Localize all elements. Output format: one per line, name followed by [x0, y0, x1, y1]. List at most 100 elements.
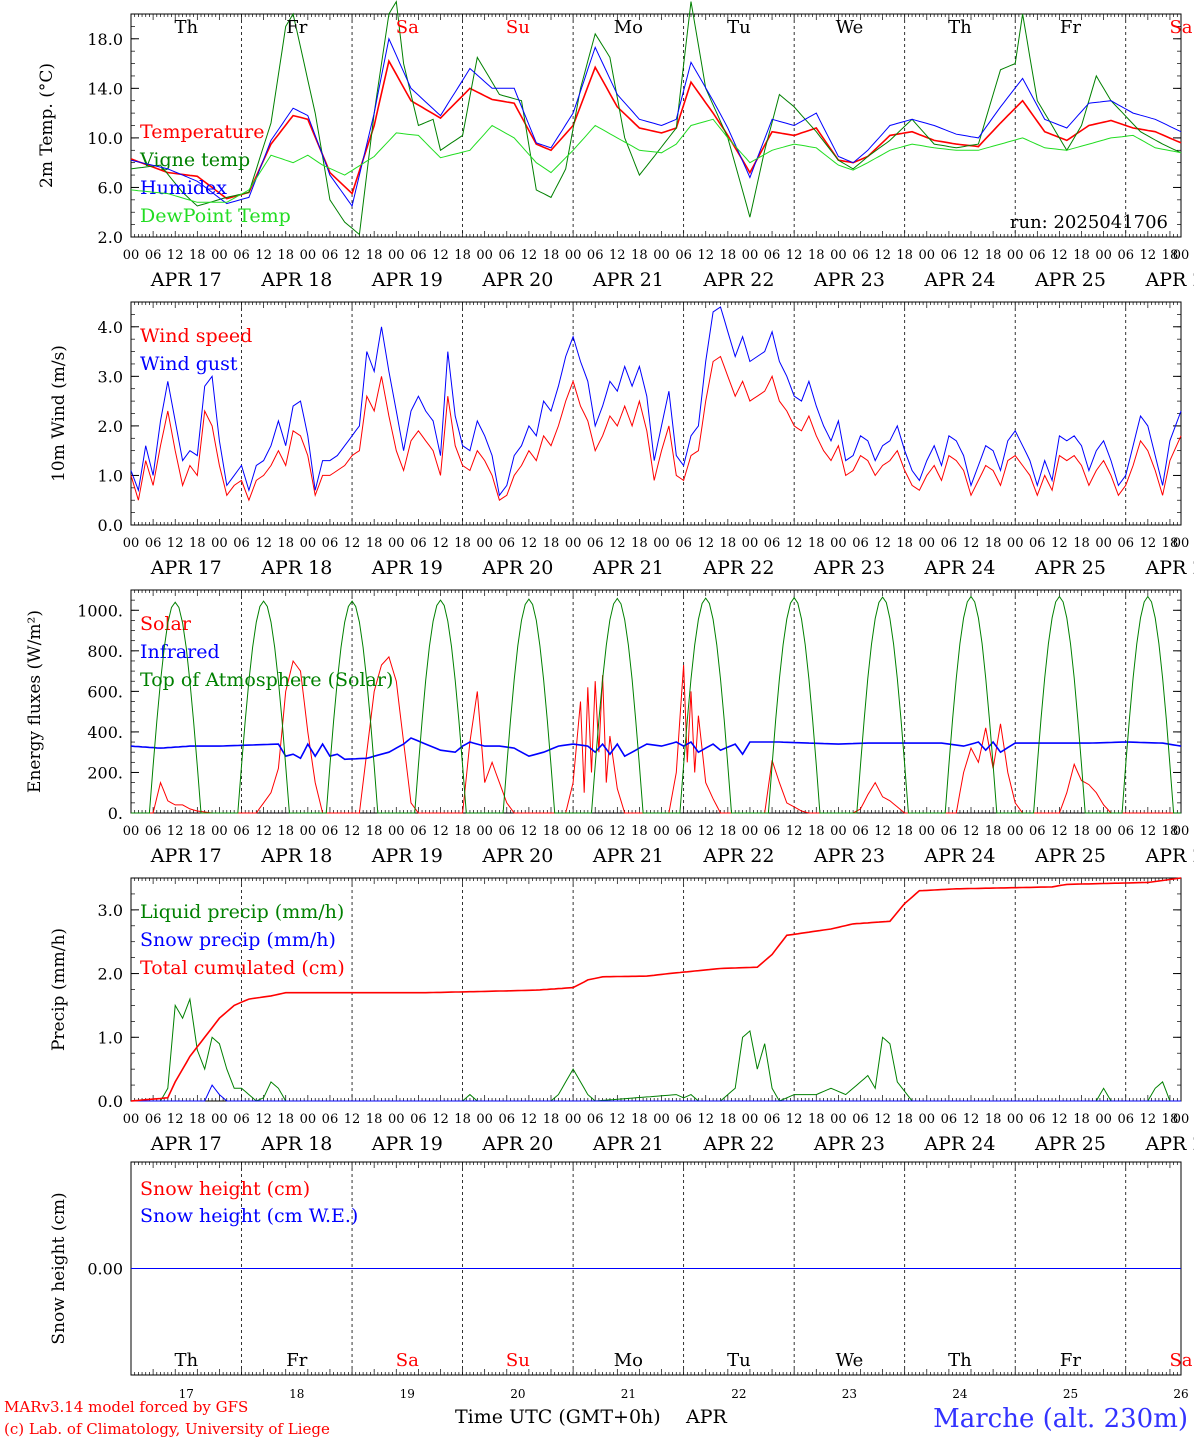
hour-label: 12: [1140, 824, 1157, 839]
hour-label: 12: [963, 1112, 980, 1127]
legend-entry: Liquid precip (mm/h): [140, 901, 344, 923]
hour-label: 06: [764, 248, 781, 263]
hour-label: 00: [211, 824, 228, 839]
weekday-label: Mo: [614, 1350, 643, 1371]
y-tick-label: 600.: [87, 682, 123, 701]
y-tick-label: 6.0: [98, 178, 123, 197]
hour-label: 00: [919, 1112, 936, 1127]
hour-label: 00: [1173, 824, 1190, 839]
weekday-label: We: [836, 17, 864, 38]
hour-label: 12: [1140, 536, 1157, 551]
date-label: APR 25: [1034, 845, 1106, 867]
hour-label: 06: [499, 824, 516, 839]
hour-label: 06: [145, 1112, 162, 1127]
series-line-liquid-precip-mm-h-: [131, 997, 1181, 1102]
hour-label: 18: [189, 1112, 206, 1127]
hour-label: 06: [587, 248, 604, 263]
hour-label: 12: [1051, 536, 1068, 551]
hour-label: 00: [830, 824, 847, 839]
hour-label: 00: [211, 1112, 228, 1127]
date-label: APR 23: [813, 1133, 885, 1155]
weekday-label: We: [836, 1350, 864, 1371]
hour-label: 06: [941, 248, 958, 263]
hour-label: 18: [189, 248, 206, 263]
day-number-label: 23: [842, 1387, 857, 1401]
date-label: APR 25: [1034, 269, 1106, 291]
date-label: APR 18: [260, 557, 332, 579]
hour-label: 18: [631, 536, 648, 551]
hour-label: 18: [366, 248, 383, 263]
legend-entry: Top of Atmosphere (Solar): [140, 669, 393, 691]
hour-label: 06: [499, 536, 516, 551]
y-tick-label: 2.0: [98, 965, 123, 984]
hour-label: 00: [919, 824, 936, 839]
legend-entry: Solar: [140, 613, 192, 635]
hour-label: 18: [366, 824, 383, 839]
hour-label: 06: [1029, 824, 1046, 839]
hour-label: 00: [565, 1112, 582, 1127]
hour-label: 06: [587, 536, 604, 551]
hour-label: 12: [963, 824, 980, 839]
hour-label: 12: [609, 536, 626, 551]
hour-label: 12: [874, 824, 891, 839]
hour-label: 18: [366, 536, 383, 551]
hour-label: 06: [233, 1112, 250, 1127]
hour-label: 12: [432, 536, 449, 551]
date-label: APR 19: [371, 269, 443, 291]
hour-label: 12: [1140, 248, 1157, 263]
hour-label: 18: [720, 1112, 737, 1127]
hour-label: 06: [1029, 248, 1046, 263]
hour-label: 18: [720, 536, 737, 551]
time-axis-title: Time UTC (GMT+0h): [455, 1406, 661, 1428]
hour-label: 18: [543, 248, 560, 263]
hour-label: 18: [277, 1112, 294, 1127]
y-tick-label: 400.: [87, 723, 123, 742]
weekday-label: Th: [948, 1350, 972, 1371]
hour-label: 00: [742, 824, 759, 839]
hour-label: 18: [808, 248, 825, 263]
hour-label: 12: [432, 248, 449, 263]
date-label: APR 17: [150, 269, 222, 291]
hour-label: 18: [1073, 248, 1090, 263]
weekday-label: Fr: [286, 17, 307, 38]
hour-label: 06: [1117, 1112, 1134, 1127]
hour-label: 18: [896, 1112, 913, 1127]
hour-label: 00: [742, 248, 759, 263]
hour-label: 00: [1173, 1112, 1190, 1127]
date-label: APR 18: [260, 1133, 332, 1155]
hour-label: 18: [985, 536, 1002, 551]
hour-label: 12: [521, 248, 538, 263]
hour-label: 12: [697, 248, 714, 263]
hour-label: 12: [874, 248, 891, 263]
hour-label: 06: [410, 536, 427, 551]
weekday-label: Su: [506, 17, 530, 38]
day-number-label: 26: [1173, 1387, 1188, 1401]
legend-entry: Vigne temp: [139, 149, 250, 171]
series-line-top-of-atmosphere-solar-: [131, 595, 1181, 814]
hour-label: 06: [675, 248, 692, 263]
hour-label: 00: [1007, 248, 1024, 263]
hour-label: 00: [830, 1112, 847, 1127]
hour-label: 00: [742, 536, 759, 551]
legend-entry: Humidex: [140, 177, 227, 199]
hour-label: 18: [277, 536, 294, 551]
weekday-label: Tu: [727, 1350, 751, 1371]
day-number-label: 17: [179, 1387, 194, 1401]
hour-label: 06: [1117, 536, 1134, 551]
y-tick-label: 1.0: [98, 1028, 123, 1047]
date-label: APR 23: [813, 557, 885, 579]
y-tick-label: 3.0: [98, 367, 123, 386]
hour-label: 00: [919, 248, 936, 263]
legend-entry: Wind speed: [140, 325, 252, 347]
hour-label: 00: [300, 536, 317, 551]
hour-label: 06: [322, 1112, 339, 1127]
hour-label: 00: [565, 536, 582, 551]
date-label: APR 17: [150, 557, 222, 579]
hour-label: 12: [167, 824, 184, 839]
date-label: APR 25: [1034, 557, 1106, 579]
hour-label: 00: [565, 824, 582, 839]
hour-label: 00: [565, 248, 582, 263]
date-label: APR 26: [1144, 845, 1194, 867]
hour-label: 06: [1117, 248, 1134, 263]
hour-label: 12: [697, 824, 714, 839]
